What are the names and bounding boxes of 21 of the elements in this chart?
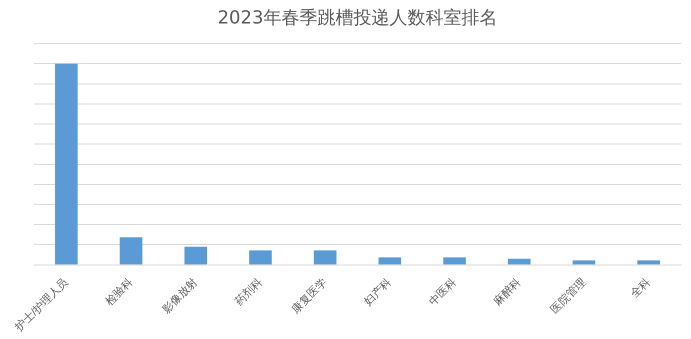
x-tick-label: 妇产科 — [362, 276, 394, 308]
x-tick-label: 检验科 — [103, 276, 136, 308]
bar — [249, 250, 272, 264]
x-tick-label: 药剂科 — [232, 276, 265, 308]
bar — [378, 257, 402, 264]
bar — [314, 250, 336, 264]
bar — [443, 257, 466, 264]
x-tick-label: 康复医学 — [289, 276, 330, 316]
bar — [120, 237, 142, 264]
bar — [184, 246, 208, 264]
x-tick-label: 护士/护理人员 — [12, 276, 71, 334]
bar — [55, 64, 78, 264]
bar — [637, 260, 660, 264]
x-tick-label: 医院管理 — [548, 276, 588, 316]
chart-title: 2023年春季跳槽投递人数科室排名 — [218, 7, 498, 28]
bar — [572, 260, 596, 264]
x-tick-label: 中医科 — [426, 276, 459, 308]
bar — [508, 258, 531, 264]
x-tick-label: 麻醉科 — [490, 276, 524, 308]
x-tick-label: 全科 — [628, 276, 653, 300]
x-tick-label: 影像放射 — [160, 276, 200, 316]
